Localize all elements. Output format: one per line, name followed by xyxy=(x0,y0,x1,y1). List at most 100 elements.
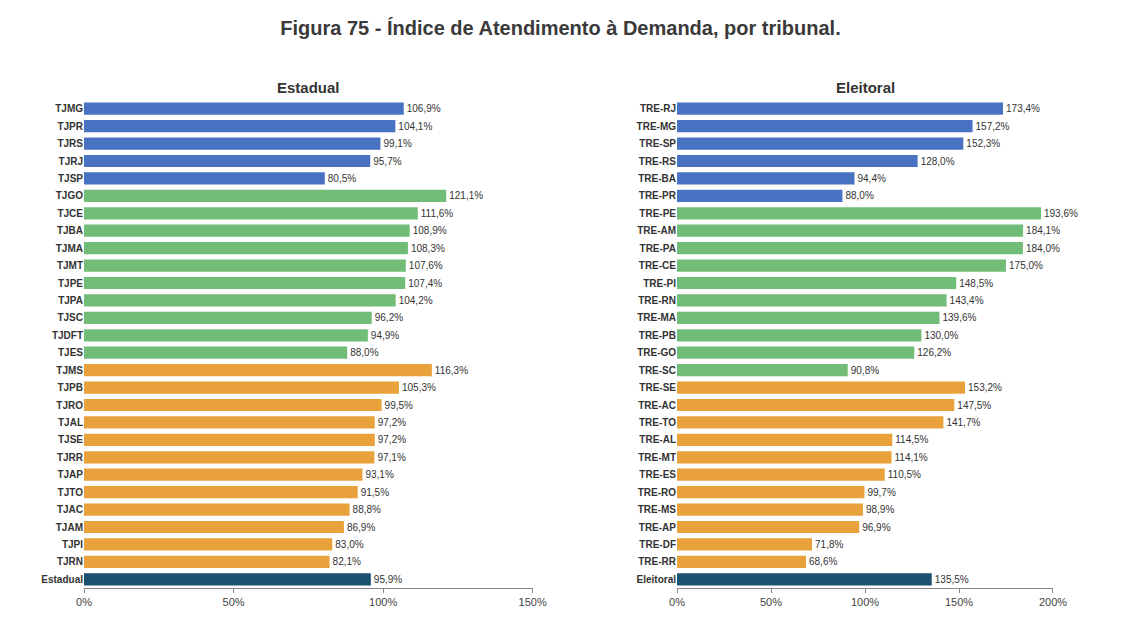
svg-text:TRE-BA: TRE-BA xyxy=(638,173,676,184)
svg-text:104,1%: 104,1% xyxy=(398,121,432,132)
svg-text:97,2%: 97,2% xyxy=(378,434,406,445)
svg-text:TJPB: TJPB xyxy=(57,382,83,393)
svg-text:82,1%: 82,1% xyxy=(333,556,361,567)
svg-text:TJMG: TJMG xyxy=(55,103,83,114)
svg-text:TRE-AL: TRE-AL xyxy=(639,434,676,445)
svg-text:TRE-AM: TRE-AM xyxy=(637,225,676,236)
svg-text:TJRR: TJRR xyxy=(57,452,84,463)
svg-text:88,0%: 88,0% xyxy=(350,347,378,358)
svg-text:TJAP: TJAP xyxy=(57,469,83,480)
svg-text:88,8%: 88,8% xyxy=(353,504,381,515)
svg-text:175,0%: 175,0% xyxy=(1009,260,1043,271)
svg-text:TRE-RN: TRE-RN xyxy=(638,295,676,306)
svg-text:TJMS: TJMS xyxy=(56,365,83,376)
svg-text:114,1%: 114,1% xyxy=(895,452,928,463)
svg-text:TRE-RO: TRE-RO xyxy=(638,487,677,498)
svg-text:Eleitoral: Eleitoral xyxy=(836,79,895,96)
svg-text:TRE-CE: TRE-CE xyxy=(639,260,677,271)
svg-text:100%: 100% xyxy=(851,596,879,608)
svg-text:108,3%: 108,3% xyxy=(411,243,445,254)
svg-text:TRE-RR: TRE-RR xyxy=(638,556,677,567)
svg-text:184,1%: 184,1% xyxy=(1026,225,1060,236)
svg-text:96,9%: 96,9% xyxy=(862,522,890,533)
svg-text:114,5%: 114,5% xyxy=(895,434,928,445)
svg-text:TRE-MT: TRE-MT xyxy=(638,452,676,463)
svg-text:TJSE: TJSE xyxy=(58,434,83,445)
svg-text:99,7%: 99,7% xyxy=(867,487,895,498)
svg-text:121,1%: 121,1% xyxy=(449,190,483,201)
svg-text:TJMA: TJMA xyxy=(56,243,83,254)
svg-text:106,9%: 106,9% xyxy=(407,103,441,114)
svg-text:TJDFT: TJDFT xyxy=(52,330,83,341)
svg-text:0%: 0% xyxy=(76,596,92,608)
svg-text:Eleitoral: Eleitoral xyxy=(637,574,677,585)
svg-text:94,9%: 94,9% xyxy=(371,330,399,341)
svg-text:135,5%: 135,5% xyxy=(935,574,969,585)
svg-text:TJAC: TJAC xyxy=(57,504,83,515)
svg-text:TJCE: TJCE xyxy=(57,208,83,219)
svg-text:97,1%: 97,1% xyxy=(377,452,405,463)
svg-text:104,2%: 104,2% xyxy=(399,295,433,306)
svg-text:105,3%: 105,3% xyxy=(402,382,436,393)
svg-text:91,5%: 91,5% xyxy=(361,487,389,498)
svg-text:TRE-MG: TRE-MG xyxy=(637,121,677,132)
svg-text:TJGO: TJGO xyxy=(56,190,83,201)
svg-text:193,6%: 193,6% xyxy=(1044,208,1078,219)
svg-text:184,0%: 184,0% xyxy=(1026,243,1060,254)
svg-text:TJPE: TJPE xyxy=(58,278,83,289)
svg-text:143,4%: 143,4% xyxy=(950,295,984,306)
svg-text:126,2%: 126,2% xyxy=(917,347,951,358)
svg-text:99,1%: 99,1% xyxy=(383,138,411,149)
svg-text:TRE-TO: TRE-TO xyxy=(639,417,676,428)
svg-text:TJPR: TJPR xyxy=(57,121,83,132)
svg-text:TRE-PA: TRE-PA xyxy=(640,243,676,254)
svg-text:90,8%: 90,8% xyxy=(851,365,879,376)
svg-text:0%: 0% xyxy=(669,596,685,608)
svg-text:TRE-PI: TRE-PI xyxy=(643,278,676,289)
svg-text:97,2%: 97,2% xyxy=(378,417,406,428)
svg-text:111,6%: 111,6% xyxy=(421,208,454,219)
svg-text:107,4%: 107,4% xyxy=(408,278,442,289)
svg-text:TRE-GO: TRE-GO xyxy=(637,347,676,358)
svg-text:80,5%: 80,5% xyxy=(328,173,356,184)
svg-text:173,4%: 173,4% xyxy=(1006,103,1040,114)
svg-text:TRE-PB: TRE-PB xyxy=(639,330,676,341)
svg-text:95,9%: 95,9% xyxy=(374,574,402,585)
svg-text:TRE-ES: TRE-ES xyxy=(639,469,676,480)
svg-text:TRE-SP: TRE-SP xyxy=(639,138,676,149)
svg-text:TRE-RS: TRE-RS xyxy=(639,156,677,167)
svg-text:96,2%: 96,2% xyxy=(375,312,403,323)
svg-text:93,1%: 93,1% xyxy=(365,469,393,480)
svg-text:88,0%: 88,0% xyxy=(845,190,873,201)
svg-text:TRE-AC: TRE-AC xyxy=(638,400,676,411)
svg-text:TJSC: TJSC xyxy=(57,312,83,323)
svg-text:TRE-DF: TRE-DF xyxy=(639,539,676,550)
svg-text:TJRJ: TJRJ xyxy=(59,156,83,167)
svg-text:99,5%: 99,5% xyxy=(385,400,413,411)
svg-text:147,5%: 147,5% xyxy=(957,400,991,411)
svg-text:110,5%: 110,5% xyxy=(888,469,921,480)
svg-text:50%: 50% xyxy=(760,596,782,608)
svg-text:TRE-RJ: TRE-RJ xyxy=(640,103,676,114)
svg-text:TRE-PE: TRE-PE xyxy=(639,208,676,219)
svg-text:TJTO: TJTO xyxy=(58,487,84,498)
svg-text:200%: 200% xyxy=(1039,596,1067,608)
svg-text:71,8%: 71,8% xyxy=(815,539,843,550)
svg-text:TJPA: TJPA xyxy=(58,295,83,306)
svg-text:TJMT: TJMT xyxy=(57,260,83,271)
svg-text:83,0%: 83,0% xyxy=(335,539,363,550)
svg-text:TRE-MA: TRE-MA xyxy=(637,312,676,323)
svg-text:TJRS: TJRS xyxy=(57,138,83,149)
svg-text:95,7%: 95,7% xyxy=(373,156,401,167)
svg-text:128,0%: 128,0% xyxy=(921,156,955,167)
svg-text:116,3%: 116,3% xyxy=(435,365,468,376)
svg-text:68,6%: 68,6% xyxy=(809,556,837,567)
svg-text:130,0%: 130,0% xyxy=(924,330,958,341)
svg-text:94,4%: 94,4% xyxy=(857,173,885,184)
svg-text:TRE-PR: TRE-PR xyxy=(639,190,677,201)
svg-text:Estadual: Estadual xyxy=(41,574,83,585)
svg-text:86,9%: 86,9% xyxy=(347,522,375,533)
svg-text:98,9%: 98,9% xyxy=(866,504,894,515)
svg-text:TJPI: TJPI xyxy=(62,539,83,550)
svg-text:TJSP: TJSP xyxy=(58,173,83,184)
